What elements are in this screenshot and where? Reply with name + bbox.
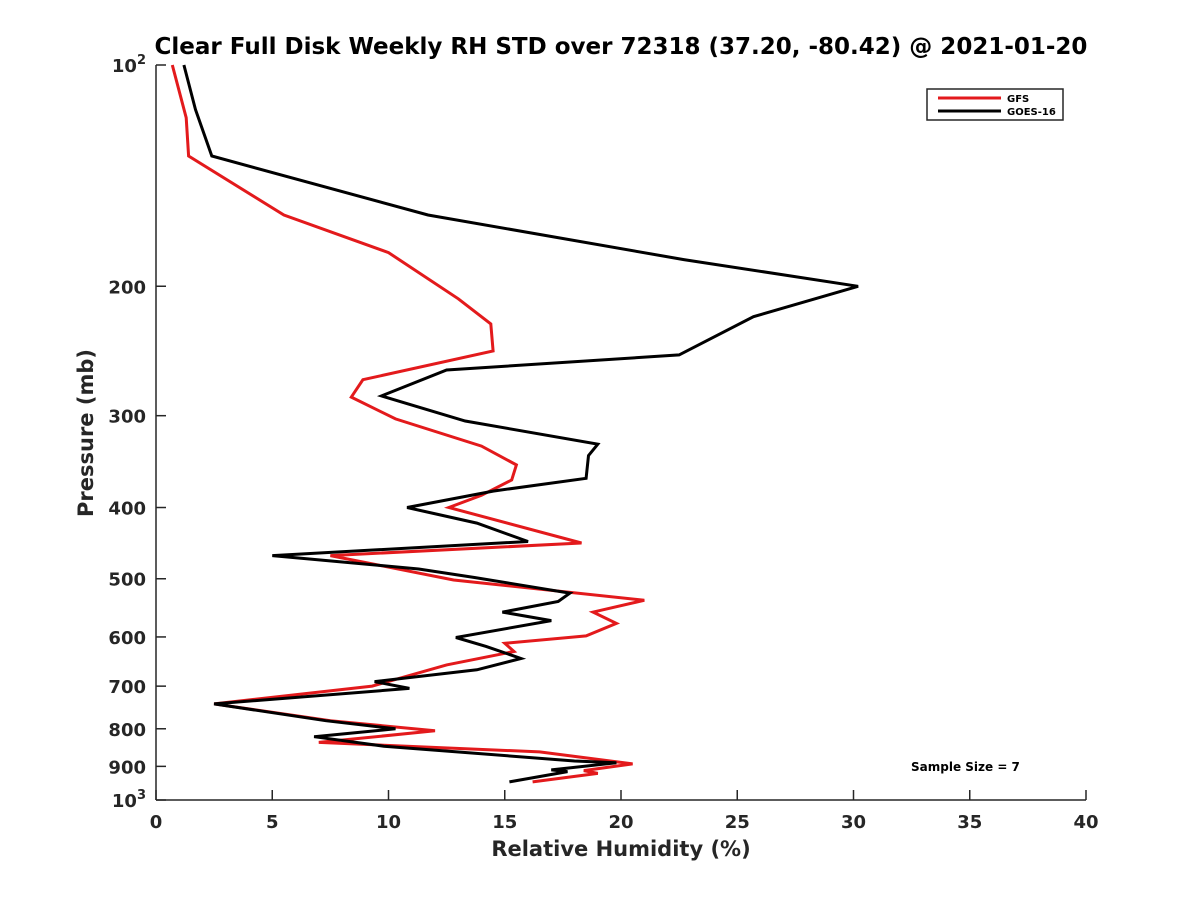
y-tick-label: 400	[108, 499, 146, 520]
y-tick-label: 800	[108, 720, 146, 741]
y-tick-label: 500	[108, 570, 146, 591]
y-tick-label: 600	[108, 628, 146, 649]
legend-box	[926, 88, 1064, 121]
x-tick-label: 20	[608, 812, 633, 833]
x-tick-label: 25	[725, 812, 750, 833]
y-tick-label: 200	[108, 277, 146, 298]
axes: 0 5 10 15 20 25 30 35 40 102 200 300 400 500 600 700 800…	[108, 53, 1098, 833]
y-tick-label: 700	[108, 677, 146, 698]
x-tick-label: 30	[841, 812, 866, 833]
x-tick-label: 10	[376, 812, 401, 833]
x-axis-label: Relative Humidity (%)	[491, 837, 750, 861]
x-tick-label: 0	[150, 812, 163, 833]
chart-title: Clear Full Disk Weekly RH STD over 72318…	[155, 34, 1088, 60]
x-tick-label: 35	[957, 812, 982, 833]
x-tick-label: 5	[266, 812, 279, 833]
plot-area	[170, 64, 859, 784]
series-line-gfs	[170, 64, 645, 784]
x-tick-label: 15	[492, 812, 517, 833]
y-tick-label: 102	[112, 53, 146, 77]
y-axis-label: Pressure (mb)	[74, 349, 98, 517]
series-line-goes-16	[182, 64, 859, 784]
y-tick-label: 300	[108, 407, 146, 428]
y-tick-label: 103	[112, 788, 146, 812]
legend-label: GOES-16	[1007, 107, 1056, 118]
y-tick-label: 900	[108, 757, 146, 778]
x-tick-label: 40	[1073, 812, 1098, 833]
legend: GFS GOES-16	[926, 88, 1064, 121]
sample-size-annotation: Sample Size = 7	[911, 760, 1020, 774]
legend-label: GFS	[1007, 94, 1029, 105]
